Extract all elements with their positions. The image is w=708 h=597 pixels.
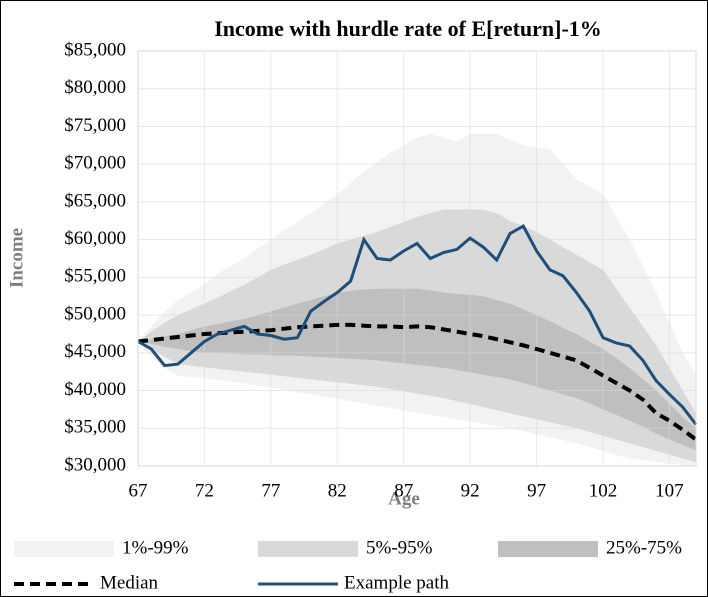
legend-label: Example path xyxy=(344,572,449,593)
series-line xyxy=(137,322,698,442)
x-tick-label: 97 xyxy=(527,480,546,501)
legend-swatch xyxy=(258,541,358,557)
x-tick-label: 92 xyxy=(461,480,480,501)
x-tick-label: 87 xyxy=(394,480,413,501)
y-tick-label: $75,000 xyxy=(64,115,126,136)
x-tick-label: 102 xyxy=(589,480,618,501)
x-tick-label: 67 xyxy=(129,480,148,501)
y-tick-label: $85,000 xyxy=(64,39,126,60)
y-tick-label: $40,000 xyxy=(64,379,126,400)
x-tick-label: 107 xyxy=(655,480,684,501)
series-line xyxy=(137,224,698,426)
x-tick-label: 77 xyxy=(261,480,280,501)
y-tick-label: $35,000 xyxy=(64,417,126,438)
y-tick-label: $50,000 xyxy=(64,303,126,324)
y-tick-label: $45,000 xyxy=(64,341,126,362)
y-tick-label: $65,000 xyxy=(64,190,126,211)
x-tick-label: 82 xyxy=(328,480,347,501)
legend-label: Median xyxy=(100,572,159,593)
x-tick-label: 72 xyxy=(195,480,214,501)
y-tick-label: $30,000 xyxy=(64,454,126,475)
y-tick-label: $80,000 xyxy=(64,77,126,98)
legend-swatch xyxy=(14,541,114,557)
x-axis-label: Age xyxy=(388,488,420,509)
legend-swatch xyxy=(498,541,598,557)
plot-border xyxy=(137,50,697,467)
y-tick-label: $55,000 xyxy=(64,266,126,287)
legend-label: 5%-95% xyxy=(366,537,433,558)
y-tick-label: $60,000 xyxy=(64,228,126,249)
legend-label: 25%-75% xyxy=(606,537,682,558)
y-tick-label: $70,000 xyxy=(64,153,126,174)
legend-label: 1%-99% xyxy=(122,537,189,558)
chart-title: Income with hurdle rate of E[return]-1% xyxy=(214,16,602,41)
y-axis-label: Income xyxy=(6,228,27,288)
band-area xyxy=(138,288,696,451)
